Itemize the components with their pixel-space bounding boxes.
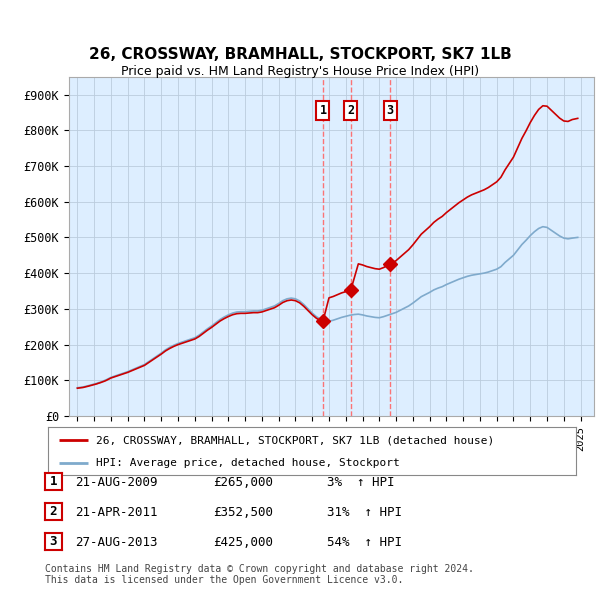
Text: £425,000: £425,000: [213, 536, 273, 549]
Text: 2: 2: [347, 104, 355, 117]
Text: 26, CROSSWAY, BRAMHALL, STOCKPORT, SK7 1LB: 26, CROSSWAY, BRAMHALL, STOCKPORT, SK7 1…: [89, 47, 511, 62]
Text: 3: 3: [386, 104, 394, 117]
Text: This data is licensed under the Open Government Licence v3.0.: This data is licensed under the Open Gov…: [45, 575, 403, 585]
Text: £352,500: £352,500: [213, 506, 273, 519]
Text: £265,000: £265,000: [213, 476, 273, 489]
Text: Price paid vs. HM Land Registry's House Price Index (HPI): Price paid vs. HM Land Registry's House …: [121, 65, 479, 78]
Text: 3: 3: [50, 535, 57, 548]
Text: 21-AUG-2009: 21-AUG-2009: [75, 476, 157, 489]
Text: HPI: Average price, detached house, Stockport: HPI: Average price, detached house, Stoc…: [95, 458, 399, 468]
Text: 31%  ↑ HPI: 31% ↑ HPI: [327, 506, 402, 519]
Text: 27-AUG-2013: 27-AUG-2013: [75, 536, 157, 549]
Text: 1: 1: [50, 475, 57, 488]
Text: 21-APR-2011: 21-APR-2011: [75, 506, 157, 519]
Text: 54%  ↑ HPI: 54% ↑ HPI: [327, 536, 402, 549]
Text: 26, CROSSWAY, BRAMHALL, STOCKPORT, SK7 1LB (detached house): 26, CROSSWAY, BRAMHALL, STOCKPORT, SK7 1…: [95, 435, 494, 445]
Text: 1: 1: [319, 104, 326, 117]
Text: 2: 2: [50, 505, 57, 518]
Text: 3%  ↑ HPI: 3% ↑ HPI: [327, 476, 395, 489]
Text: Contains HM Land Registry data © Crown copyright and database right 2024.: Contains HM Land Registry data © Crown c…: [45, 564, 474, 574]
